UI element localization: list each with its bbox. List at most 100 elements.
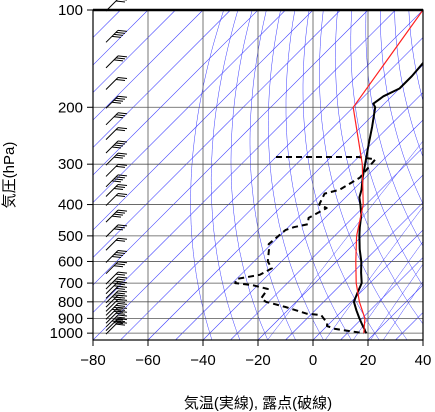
wind-barb — [105, 276, 128, 290]
y-tick-label: 600 — [58, 253, 83, 270]
x-tick-label: −40 — [190, 352, 215, 369]
x-tick-label: −20 — [245, 352, 270, 369]
wind-barb — [105, 318, 128, 331]
wind-barb-feather — [113, 322, 124, 325]
wind-barb — [105, 249, 128, 263]
wind-barb-feather — [115, 195, 126, 198]
wind-barb-feather — [117, 290, 128, 293]
wind-barb-feather — [117, 140, 128, 143]
wind-barb — [105, 184, 128, 197]
wind-barb-feather — [117, 276, 128, 279]
wind-barb-feather — [117, 193, 128, 196]
mixing-ratio-line — [382, 280, 423, 340]
wind-barb-feather — [115, 320, 126, 323]
wind-barb — [105, 209, 128, 223]
wind-barb-feather — [117, 112, 128, 115]
wind-barb-feather — [115, 263, 126, 266]
wind-barb-feather — [117, 271, 128, 274]
wind-barb — [105, 271, 128, 285]
wind-barb-feather — [115, 304, 126, 307]
y-tick-label: 300 — [58, 156, 83, 173]
wind-barb-feather — [111, 296, 122, 299]
wind-barb — [105, 224, 128, 238]
x-tick-label: −60 — [135, 352, 160, 369]
y-tick-label: 900 — [58, 310, 83, 327]
wind-barb — [105, 77, 128, 90]
wind-barb-feather — [113, 116, 124, 119]
wind-barb-feather — [115, 114, 126, 117]
wind-barb-feather — [115, 165, 126, 168]
wind-barb-feather — [117, 321, 128, 324]
x-tick-label: −80 — [80, 352, 105, 369]
wind-barb-feather — [115, 186, 126, 188]
wind-barb-feather — [111, 35, 122, 38]
wind-barb-feather — [113, 213, 124, 216]
wind-barb — [105, 290, 128, 304]
wind-barb-feather — [117, 77, 128, 80]
parcel-lifting-curve-line — [352, 10, 423, 334]
wind-barb-feather — [115, 312, 126, 315]
wind-barb-feather — [115, 154, 126, 157]
wind-barb-feather — [113, 228, 124, 231]
wind-barb-feather — [117, 127, 128, 130]
wind-barb-feather — [115, 211, 126, 214]
plot-area: 15101520g — [93, 10, 423, 340]
y-tick-label: 700 — [58, 275, 83, 292]
dry-adiabat-line — [230, 10, 269, 340]
dry-adiabat-line — [394, 10, 423, 158]
wind-barb-feather — [117, 95, 128, 98]
wind-barb-feather — [113, 265, 124, 268]
wind-barb-feather — [115, 239, 126, 242]
wind-barb-feather — [115, 176, 126, 179]
wind-barb-feather — [117, 302, 128, 305]
isotherm-line — [93, 10, 231, 148]
wind-barb-feather — [113, 306, 124, 309]
mixing-ratio-line — [267, 140, 423, 340]
isotherm-line — [230, 147, 423, 340]
wind-barb-feather — [113, 188, 124, 190]
wind-barb-feather — [115, 251, 126, 254]
wind-barb-feather — [113, 144, 124, 147]
wind-barb-feather — [115, 316, 126, 319]
isotherm-line — [93, 10, 396, 313]
wind-barb-feather — [115, 142, 126, 145]
wind-barb-feather — [111, 101, 122, 104]
wind-barb-feather — [115, 287, 126, 290]
wind-barb-feather — [117, 163, 128, 166]
wind-barb-feather — [115, 273, 126, 276]
wind-barb — [105, 310, 128, 324]
grid — [93, 10, 423, 340]
wind-barb-feather — [117, 184, 128, 186]
mixing-ratio-line — [352, 241, 423, 340]
wind-barb — [105, 302, 128, 316]
wind-barb — [105, 193, 128, 206]
wind-barb — [105, 127, 128, 140]
x-tick-label: 20 — [360, 352, 377, 369]
dry-adiabat-line — [365, 10, 423, 247]
wind-barb-feather — [115, 323, 126, 326]
y-tick-label: 400 — [58, 197, 83, 214]
wind-barb-feather — [115, 79, 126, 82]
x-tick-label: 40 — [415, 352, 432, 369]
isotherm-line — [93, 10, 176, 93]
wind-barb-feather — [117, 261, 128, 264]
wind-barb-feather — [113, 298, 124, 301]
wind-barb-feather — [117, 314, 128, 317]
y-tick-label: 100 — [58, 2, 83, 19]
wind-barb — [105, 174, 128, 188]
wind-barb-feather — [113, 310, 124, 313]
wind-barb-feather — [117, 249, 128, 252]
dry-adiabat-line — [190, 10, 224, 340]
wind-barb-feather — [117, 55, 128, 58]
wind-barb-feather — [115, 0, 126, 3]
wind-barb — [105, 95, 128, 109]
isotherm-line — [93, 10, 341, 258]
wind-barb-feather — [111, 320, 122, 323]
dry-adiabat-line — [285, 10, 352, 340]
isotherm-line — [340, 257, 423, 340]
isotherm-line — [175, 92, 423, 340]
wind-barb — [105, 163, 128, 177]
dry-adiabat-line — [210, 10, 241, 340]
mixing-ratio-line — [324, 206, 423, 340]
